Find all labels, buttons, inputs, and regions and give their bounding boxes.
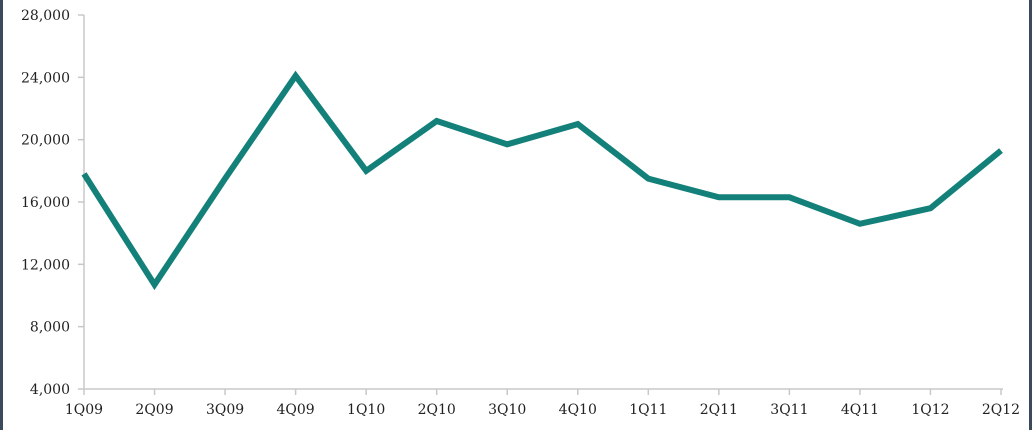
x-tick-label: 4Q10: [559, 402, 597, 418]
x-tick-label: 3Q11: [770, 402, 808, 418]
x-tick-label: 2Q09: [135, 402, 173, 418]
y-tick-label: 8,000: [30, 320, 70, 336]
x-tick-label: 4Q11: [841, 402, 879, 418]
x-tick-label: 2Q12: [982, 402, 1020, 418]
x-tick-label: 1Q11: [629, 402, 667, 418]
y-tick-label: 4,000: [30, 382, 70, 398]
x-tick-label: 2Q10: [418, 402, 456, 418]
x-tick-label: 1Q10: [347, 402, 385, 418]
y-tick-label: 28,000: [21, 8, 70, 24]
y-axis-ticks: 4,000 8,000 12,000 16,000 20,000 24,000 28,000: [21, 8, 84, 398]
x-tick-label: 3Q09: [206, 402, 244, 418]
x-tick-label: 4Q09: [277, 402, 315, 418]
x-tick-label: 1Q09: [65, 402, 103, 418]
x-axis-ticks: 1Q09 2Q09 3Q09 4Q09 1Q10 2Q10 3Q10 4Q10 1Q11 2Q11…: [65, 389, 1020, 418]
y-tick-label: 20,000: [21, 133, 70, 149]
y-tick-label: 24,000: [21, 70, 70, 86]
x-tick-label: 1Q12: [911, 402, 949, 418]
x-tick-label: 2Q11: [700, 402, 738, 418]
y-tick-label: 16,000: [21, 195, 70, 211]
line-chart: 4,000 8,000 12,000 16,000 20,000 24,000 28,000…: [21, 8, 1020, 418]
x-tick-label: 3Q10: [488, 402, 526, 418]
y-tick-label: 12,000: [21, 257, 70, 273]
series-line: [81, 70, 1003, 291]
series-group: [81, 70, 1003, 291]
axes: [83, 15, 1003, 390]
